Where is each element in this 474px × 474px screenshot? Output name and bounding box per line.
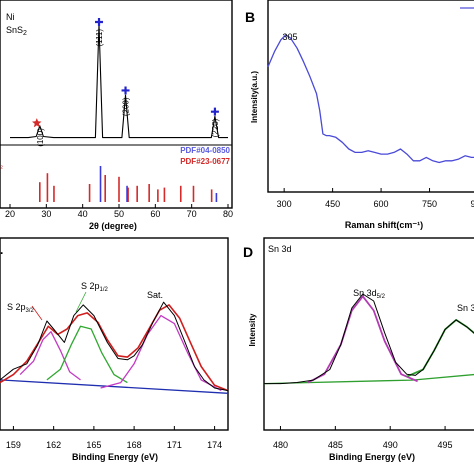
a-x-tick-label: 70: [187, 209, 197, 219]
legend-line-1: Ni: [6, 12, 15, 22]
b-x-tick-label: 300: [277, 199, 292, 209]
d-x-tick-label: 480: [273, 440, 288, 450]
panel-letter-b: B: [245, 9, 255, 25]
s2p32-component-line: [19, 331, 81, 381]
d-x-tick-label: 490: [383, 440, 398, 450]
annotation-s2p12-text: S 2p: [81, 281, 100, 291]
panel-d: D Sn 3d Intensity Sn 3d5/2 Sn 3 480 485 49…: [243, 237, 474, 462]
peak-label: (100): [36, 128, 45, 147]
peak-marker-group: (100) (111) (200) (220): [32, 18, 220, 147]
a-x-tick-label: 40: [78, 209, 88, 219]
y-axis-label: Intensity: [248, 313, 257, 346]
x-tick-group: 159 162 165 168 171 174: [6, 426, 222, 450]
d-x-tick-label: 495: [438, 440, 453, 450]
panel-a-frame: [0, 0, 233, 209]
x-axis-label: Raman shift(cm⁻¹): [345, 220, 423, 230]
ref-label-ni: PDF#04-0850: [180, 146, 230, 155]
xps-s2p-curve-group: [0, 301, 229, 394]
background-line: [0, 379, 229, 394]
sn3d32-component-line: [406, 319, 474, 378]
panel-letter-d: D: [243, 244, 253, 260]
annotation-sn3d32-cut: Sn 3: [457, 303, 474, 313]
annotation-s2p32-sub: 3/2: [26, 308, 35, 314]
sn3d52-component-line: [307, 295, 418, 384]
peak-star-marker: [32, 118, 42, 128]
b-x-tick-label: 900: [470, 199, 474, 209]
peak-cross-marker: [210, 107, 219, 116]
pointer-s2p12: [75, 291, 87, 313]
c-x-tick-label: 174: [207, 440, 222, 450]
ref-cutoff-glyph: ₂: [0, 161, 3, 170]
x-axis-label: 2θ (degree): [89, 221, 137, 231]
peak-label: (220): [211, 118, 220, 137]
xrd-pattern-line: [10, 23, 228, 139]
x-axis-label: Binding Energy (eV): [72, 452, 158, 462]
b-x-tick-label: 450: [325, 199, 340, 209]
a-x-tick-label: 30: [41, 209, 51, 219]
x-axis-label: Binding Energy (eV): [329, 452, 415, 462]
annotation-sn3d52-text: Sn 3d: [353, 288, 377, 298]
annotation-s2p12-sub: 1/2: [100, 287, 109, 293]
panel-c: . S 2p3/2 S 2p1/2 Sat. 159 162 165 168 171 17…: [0, 237, 229, 462]
legend-line-2-text: SnS: [6, 25, 23, 35]
x-tick-group: 300 450 600 750 900: [277, 188, 474, 209]
annotation-sn3d52-sub: 5/2: [377, 294, 386, 300]
satellite-component-line: [100, 314, 222, 392]
pointer-s2p32: [31, 305, 43, 321]
a-x-tick-label: 20: [5, 209, 15, 219]
x-tick-group: 20 30 40 50 60 70 80: [5, 204, 233, 219]
background-line: [263, 373, 474, 385]
annotation-sn3d52: Sn 3d5/2: [353, 288, 386, 300]
c-x-tick-label: 168: [127, 440, 142, 450]
d-x-tick-label: 485: [328, 440, 343, 450]
core-level-label: Sn 3d: [268, 244, 292, 254]
raman-curve-group: [267, 34, 474, 164]
reference-lines-group: [38, 166, 218, 202]
x-tick-group: 480 485 490 495: [273, 426, 453, 450]
annotation-s2p32: S 2p3/2: [7, 302, 35, 314]
s2p12-component-line: [46, 325, 128, 384]
panel-a: Ni SnS2 (100) (111) (200) (220) PDF#04-0850…: [0, 0, 233, 231]
a-x-tick-label: 80: [223, 209, 233, 219]
c-x-tick-label: 162: [46, 440, 61, 450]
peak-label: (111): [95, 29, 104, 47]
experimental-spectrum-line: [264, 293, 474, 385]
peak-cross-marker: [95, 18, 104, 26]
annotation-sat: Sat.: [147, 290, 163, 300]
panel-b: B Intensity(a.u.) 305 300 450 600 750 900 Ra…: [245, 0, 474, 230]
annotation-s2p32-text: S 2p: [7, 302, 26, 312]
b-x-tick-label: 750: [422, 199, 437, 209]
a-x-tick-label: 60: [150, 209, 160, 219]
legend-line-2: SnS2: [6, 25, 27, 37]
peak-annotation: 305: [282, 32, 297, 42]
panel-d-frame: [263, 237, 474, 431]
legend-line-2-sub: 2: [23, 30, 27, 37]
panel-letter-c-cut: .: [0, 243, 3, 257]
panel-b-frame: [267, 0, 474, 193]
fit-envelope-line: [0, 304, 229, 392]
c-x-tick-label: 171: [167, 440, 182, 450]
xps-sn3d-curve-group: [263, 293, 474, 385]
b-x-tick-label: 600: [374, 199, 389, 209]
raman-spectrum-line: [267, 34, 474, 164]
a-x-tick-label: 50: [114, 209, 124, 219]
c-x-tick-label: 159: [6, 440, 21, 450]
peak-label: (200): [122, 97, 131, 116]
annotation-s2p12: S 2p1/2: [81, 281, 109, 293]
y-axis-label: Intensity(a.u.): [250, 71, 259, 123]
ref-label-sns2: PDF#23-0677: [180, 157, 230, 166]
c-x-tick-label: 165: [86, 440, 101, 450]
experimental-spectrum-line: [0, 301, 229, 392]
xrd-curve-group: [10, 23, 228, 139]
panel-c-frame: [0, 237, 229, 431]
peak-cross-marker: [121, 86, 130, 95]
